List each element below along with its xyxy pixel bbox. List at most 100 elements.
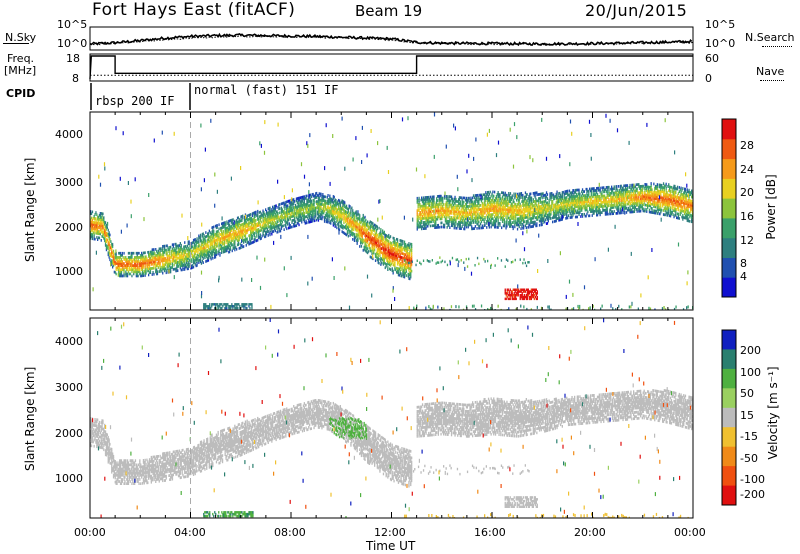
range-gate-cell — [343, 217, 345, 220]
range-gate-cell — [425, 202, 427, 205]
range-gate-cell — [439, 207, 441, 210]
range-gate-cell — [149, 261, 152, 264]
range-gate-cell — [253, 219, 255, 223]
range-gate-cell — [250, 229, 253, 232]
range-gate-cell — [495, 215, 498, 219]
range-gate-cell — [471, 227, 473, 231]
range-gate-cell — [156, 264, 159, 267]
range-gate-cell — [428, 220, 430, 224]
range-gate-cell — [489, 201, 491, 204]
range-gate-cell — [125, 272, 127, 276]
range-gate-cell — [307, 202, 309, 206]
range-gate-cell — [439, 196, 441, 200]
range-gate-cell — [189, 256, 191, 260]
range-gate-cell — [264, 217, 266, 220]
range-gate-cell — [195, 248, 197, 251]
range-gate-cell — [358, 223, 360, 227]
range-gate-cell — [388, 262, 390, 266]
range-gate-cell — [536, 199, 538, 203]
range-gate-cell — [411, 243, 413, 246]
range-gate-cell — [142, 259, 145, 263]
range-gate-cell — [505, 208, 507, 211]
range-gate-cell — [323, 220, 326, 223]
range-gate-cell — [308, 200, 310, 203]
range-gate-cell — [185, 253, 188, 256]
range-gate-cell — [424, 225, 426, 228]
range-gate-cell — [322, 215, 324, 219]
range-gate-cell — [175, 251, 177, 254]
range-gate-cell — [452, 222, 454, 226]
range-gate-cell — [371, 248, 373, 252]
range-gate-cell — [491, 202, 493, 206]
range-gate-cell — [376, 252, 378, 255]
range-gate-cell — [349, 211, 351, 215]
range-gate-cell — [116, 260, 118, 263]
range-gate-cell — [199, 233, 202, 237]
range-gate-cell — [457, 208, 459, 212]
range-gate-cell — [403, 271, 406, 275]
range-gate-cell — [523, 220, 525, 224]
range-gate-cell — [377, 244, 379, 248]
range-gate-cell — [242, 239, 244, 243]
range-gate-cell — [345, 223, 348, 226]
range-gate-cell — [476, 214, 478, 218]
range-gate-cell — [464, 225, 466, 229]
range-gate-cell — [161, 259, 163, 263]
range-gate-cell — [271, 218, 273, 222]
range-gate-cell — [530, 210, 533, 214]
range-gate-cell — [306, 211, 308, 214]
range-gate-cell — [295, 214, 298, 217]
range-gate-cell — [477, 210, 479, 214]
range-gate-cell — [115, 272, 117, 276]
range-gate-cell — [105, 244, 108, 248]
range-gate-cell — [310, 201, 312, 205]
range-gate-cell — [301, 198, 303, 201]
range-gate-cell — [209, 237, 211, 241]
range-gate-cell — [323, 216, 326, 219]
range-gate-cell — [530, 219, 532, 222]
range-gate-cell — [182, 258, 184, 261]
range-gate-cell — [204, 246, 206, 249]
range-gate-cell — [531, 214, 534, 218]
range-gate-cell — [392, 253, 394, 256]
range-gate-cell — [489, 219, 491, 223]
range-gate-cell — [373, 249, 375, 253]
range-gate-cell — [226, 232, 228, 236]
range-gate-cell — [336, 212, 338, 215]
range-gate-cell — [360, 221, 362, 224]
range-gate-cell — [403, 246, 406, 250]
range-gate-cell — [425, 210, 427, 214]
range-gate-cell — [167, 256, 169, 260]
range-gate-cell — [192, 253, 194, 257]
range-gate-cell — [352, 225, 354, 229]
range-gate-cell — [310, 205, 312, 209]
range-gate-cell — [136, 274, 138, 278]
range-gate-cell — [240, 244, 242, 247]
range-gate-cell — [90, 233, 93, 236]
range-gate-cell — [311, 205, 313, 209]
range-gate-cell — [371, 238, 373, 241]
range-gate-cell — [350, 214, 352, 217]
range-gate-cell — [497, 207, 499, 211]
range-gate-cell — [503, 220, 505, 224]
range-gate-cell — [291, 221, 293, 224]
range-gate-cell — [177, 265, 180, 268]
range-gate-cell — [515, 209, 517, 212]
range-gate-cell — [124, 258, 126, 261]
range-gate-cell — [262, 213, 264, 217]
range-gate-cell — [268, 217, 270, 220]
range-gate-cell — [285, 219, 287, 223]
range-gate-cell — [288, 205, 290, 209]
range-gate-cell — [227, 222, 229, 225]
range-gate-cell — [454, 197, 456, 201]
range-gate-cell — [174, 255, 176, 258]
range-gate-cell — [461, 219, 463, 222]
range-gate-cell — [170, 253, 173, 257]
range-gate-cell — [214, 239, 216, 243]
range-gate-cell — [398, 263, 400, 267]
range-gate-cell — [262, 211, 264, 215]
range-gate-cell — [433, 224, 435, 227]
range-gate-cell — [424, 214, 426, 218]
range-gate-cell — [187, 261, 189, 264]
range-gate-cell — [319, 202, 321, 206]
